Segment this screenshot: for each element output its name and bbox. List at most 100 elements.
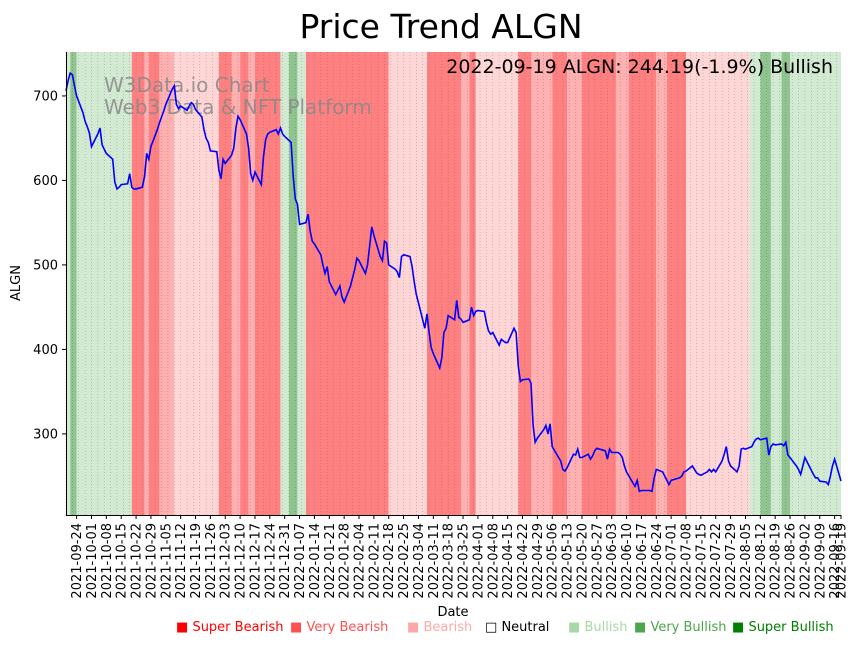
legend-swatch: ■ [634,620,647,635]
x-tick-label: 2022-07-15 [694,523,709,599]
x-tick-label: 2022-04-15 [501,523,516,599]
legend-label: Super Bullish [748,620,834,635]
x-tick-label: 2021-11-05 [159,523,174,599]
band-neutral [475,52,519,515]
x-tick-label: 2022-05-13 [561,523,576,599]
x-tick-label: 2022-07-01 [665,523,680,599]
legend-swatch: ■ [290,620,303,635]
band-neutral [174,52,219,515]
legend-swatch: ■ [407,620,420,635]
band-bullish [280,52,289,515]
band-bearish [248,52,255,515]
y-axis-label: ALGN [9,265,24,301]
x-ticks: 2021-09-24 2021-10-01 2021-10-08 2021-10-15… [70,515,850,599]
band-very-bearish [148,52,160,515]
x-tick-label: 2021-09-24 [70,523,85,599]
legend-item-super-bullish: ■ Super Bullish [732,620,834,635]
band-very-bearish [628,52,657,515]
x-tick-label: 2022-07-29 [724,523,739,599]
x-axis-label: Date [437,605,468,620]
x-tick-label: 2021-10-08 [100,523,115,599]
x-tick-label: 2022-08-19 [769,523,784,599]
x-tick-label: 2022-02-04 [353,523,368,599]
legend-item-very-bearish: ■ Very Bearish [290,620,388,635]
x-tick-label: 2022-03-04 [412,523,427,599]
band-very-bullish [288,52,298,515]
watermark-line-1: W3Data.io Chart [104,73,270,97]
legend-swatch: ■ [176,620,189,635]
x-tick-label: 2022-08-26 [784,523,799,599]
band-neutral [686,52,750,515]
x-tick-label: 2022-02-18 [382,523,397,599]
legend-item-super-bearish: ■ Super Bearish [176,620,284,635]
x-tick-label: 2021-12-10 [234,523,249,599]
band-very-bearish [426,52,461,515]
legend-item-very-bullish: ■ Very Bullish [634,620,727,635]
legend-label: Super Bearish [192,620,284,635]
legend-item-bearish: ■ Bearish [407,620,472,635]
band-very-bearish [469,52,476,515]
band-bullish [66,52,71,515]
legend-label: Very Bearish [306,620,389,635]
x-tick-label: 2022-04-01 [471,523,486,599]
price-series-line [65,71,842,493]
x-tick-label: 2022-01-28 [338,523,353,599]
x-tick-label: 2022-07-08 [680,523,695,599]
x-tick-label: 2021-10-22 [130,523,145,599]
x-tick-label: 2022-09-09 [813,523,828,599]
x-tick-label: 2022-05-27 [590,523,605,599]
band-neutral [388,52,427,515]
band-bearish [144,52,149,515]
legend-swatch: ■ [568,620,581,635]
x-tick-label: 2021-11-26 [204,523,219,599]
y-tick-label: 700 [33,89,58,104]
x-tick-label: 2022-02-25 [397,523,412,599]
band-very-bearish [666,52,686,515]
x-tick-label: 2022-06-03 [605,523,620,599]
x-tick-label: 2022-01-21 [323,523,338,599]
sentiment-bands [66,52,841,515]
x-tick-label: 2022-04-22 [516,523,531,599]
legend-item-bullish: ■ Bullish [568,620,627,635]
price-chart: Price Trend ALGN W3Data.io Chart Web3 Da… [9,7,850,620]
chart-title: Price Trend ALGN [299,7,582,46]
x-tick-label: 2022-05-20 [576,523,591,599]
y-tick-label: 600 [33,174,58,189]
band-very-bearish [581,52,616,515]
band-very-bullish [70,52,77,515]
x-tick-label: 2022-07-22 [709,523,724,599]
band-bearish [615,52,629,515]
x-tick-label: 2021-12-24 [263,523,278,599]
legend-label: Very Bullish [650,620,727,635]
band-bullish [749,52,761,515]
x-tick-label: 2021-10-15 [115,523,130,599]
band-very-bullish [760,52,771,515]
x-tick-label: 2022-09-02 [798,523,813,599]
x-tick-label: 2022-03-18 [442,523,457,599]
x-tick-label: 2022-03-11 [427,523,442,599]
band-bullish [790,52,841,515]
band-very-bearish [552,52,568,515]
vertical-gridlines [65,52,838,515]
y-tick-label: 400 [33,343,58,358]
band-bearish [567,52,582,515]
x-tick-label: 2022-03-25 [457,523,472,599]
y-ticks: 300 400 500 600 700 [33,89,66,442]
x-tick-label: 2021-12-03 [219,523,234,599]
x-tick-label: 2021-10-29 [144,523,159,599]
legend-swatch: □ [485,620,498,635]
legend-swatch: ■ [732,620,745,635]
x-tick-label: 2022-08-12 [754,523,769,599]
band-bearish [656,52,667,515]
band-bullish [770,52,782,515]
x-tick-label: 2022-01-07 [293,523,308,599]
x-tick-label: 2021-11-12 [174,523,189,599]
legend-label: Bearish [423,620,473,635]
legend-label: Neutral [501,620,550,635]
y-tick-label: 500 [33,258,58,273]
x-tick-label: 2021-12-31 [278,523,293,599]
x-tick-label: 2022-04-29 [531,523,546,599]
band-very-bearish [305,52,389,515]
band-very-bearish [254,52,281,515]
latest-price-annotation: 2022-09-19 ALGN: 244.19(-1.9%) Bullish [446,56,833,78]
